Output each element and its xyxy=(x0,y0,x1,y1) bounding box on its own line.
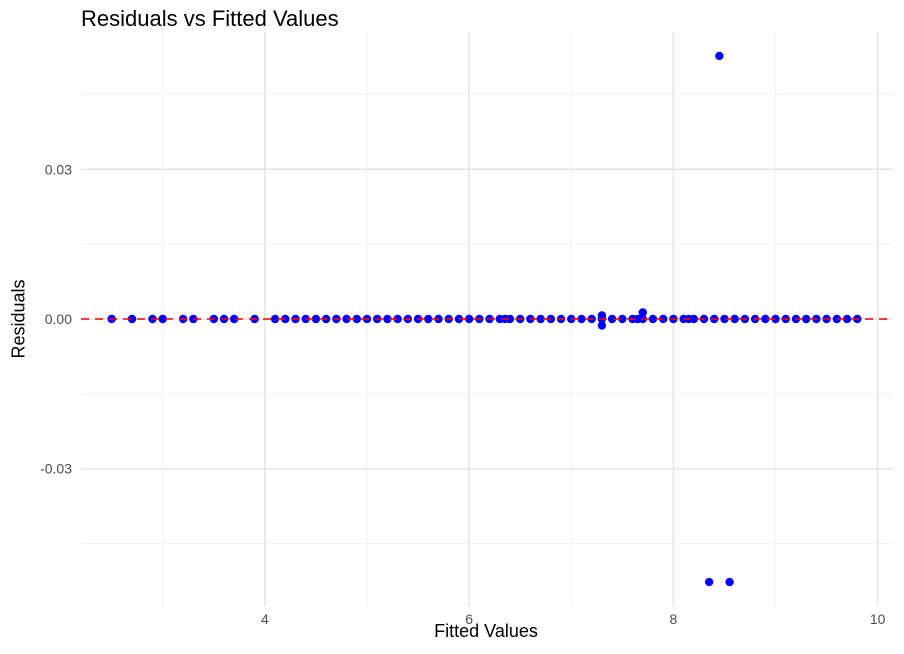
data-point xyxy=(577,314,586,324)
y-tick-labels: -0.03 0.00 0.03 xyxy=(40,161,72,476)
data-point xyxy=(393,314,402,324)
data-point xyxy=(715,51,724,61)
chart-title: Residuals vs Fitted Values xyxy=(81,6,339,31)
data-point xyxy=(158,314,167,324)
data-point xyxy=(597,321,607,330)
data-point xyxy=(771,314,780,324)
x-tick-labels: 4 6 8 10 xyxy=(261,611,886,627)
data-point xyxy=(230,314,239,324)
data-point xyxy=(725,577,734,587)
data-point xyxy=(454,314,464,324)
data-point xyxy=(281,314,290,324)
x-tick-label: 10 xyxy=(870,611,886,627)
data-point xyxy=(658,314,668,324)
y-tick-label: 0.03 xyxy=(45,161,72,177)
data-point xyxy=(607,314,617,324)
data-point xyxy=(270,314,280,324)
data-point xyxy=(801,314,811,324)
y-tick-label: -0.03 xyxy=(40,461,72,477)
data-point xyxy=(832,314,842,324)
data-point xyxy=(704,577,714,587)
x-axis-label: Fitted Values xyxy=(434,621,538,641)
data-point xyxy=(842,314,852,324)
y-tick-label: 0.00 xyxy=(45,311,72,327)
x-tick-label: 4 xyxy=(261,611,269,627)
x-tick-label: 8 xyxy=(670,611,678,627)
data-point xyxy=(720,314,729,324)
data-points xyxy=(107,51,862,587)
data-point xyxy=(761,314,770,324)
x-tick-label: 6 xyxy=(465,611,473,627)
data-point xyxy=(505,314,515,324)
data-point xyxy=(352,314,361,324)
data-point xyxy=(383,314,392,324)
data-point xyxy=(648,314,658,324)
data-point xyxy=(730,314,739,324)
data-point xyxy=(536,314,545,324)
data-point xyxy=(464,314,474,324)
data-point xyxy=(618,314,627,324)
data-point xyxy=(311,314,321,324)
data-point xyxy=(424,314,433,324)
data-point xyxy=(342,314,351,324)
data-point xyxy=(638,308,647,317)
data-point xyxy=(127,314,137,324)
data-point xyxy=(689,314,699,324)
